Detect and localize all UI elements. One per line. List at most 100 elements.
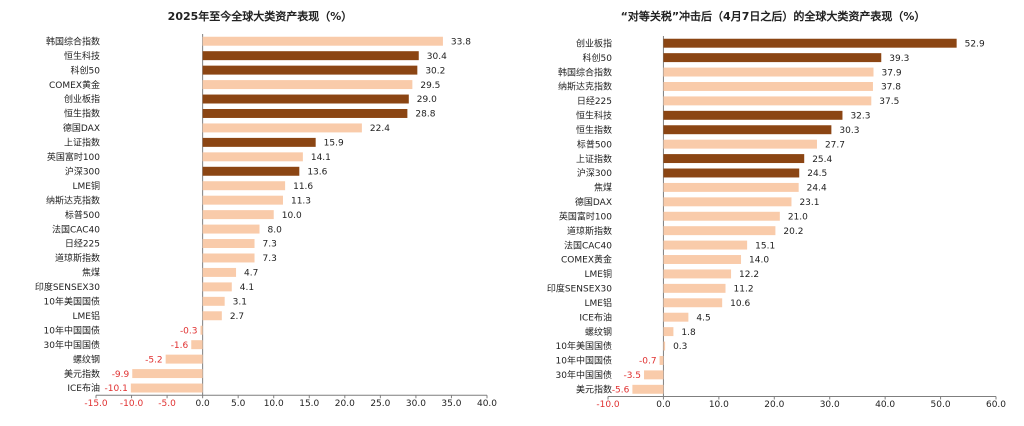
- value-label: 15.1: [755, 241, 775, 251]
- value-label: 4.7: [244, 269, 258, 279]
- value-label: 37.5: [879, 97, 899, 107]
- bar: [663, 226, 776, 236]
- category-label: 德国DAX: [575, 196, 612, 208]
- bar: [663, 53, 882, 63]
- value-label: 27.7: [825, 140, 845, 150]
- x-tick-label: 50.0: [931, 400, 951, 410]
- bar: [663, 96, 872, 106]
- x-tick-label: -5.0: [158, 399, 176, 409]
- bar: [663, 312, 689, 322]
- x-tick-label: 15.0: [299, 399, 319, 409]
- category-label: 韩国综合指数: [558, 66, 612, 78]
- bar: [663, 139, 817, 149]
- bar: [202, 239, 255, 249]
- bar: [663, 168, 800, 178]
- value-label: 7.3: [263, 240, 277, 250]
- x-tick-label: 25.0: [370, 399, 390, 409]
- bar: [202, 123, 362, 133]
- bar: [663, 197, 792, 207]
- category-label: 英国富时100: [559, 210, 612, 222]
- category-label: 美元指数: [576, 383, 612, 395]
- category-label: 创业板指: [576, 37, 612, 49]
- bar: [202, 253, 255, 263]
- category-label: 英国富时100: [47, 151, 100, 163]
- bar: [663, 67, 874, 77]
- category-label: 恒生科技: [64, 50, 100, 62]
- category-label: 道琼斯指数: [55, 252, 100, 264]
- category-label: 印度SENSEX30: [35, 281, 100, 293]
- value-label: -5.6: [612, 385, 630, 395]
- bar: [130, 383, 203, 393]
- category-label: 上证指数: [576, 153, 612, 165]
- value-label: 11.2: [734, 285, 754, 295]
- category-label: 德国DAX: [63, 122, 100, 134]
- category-label: COMEX黄金: [49, 79, 100, 91]
- value-label: -5.2: [145, 355, 163, 365]
- value-label: 4.1: [240, 283, 254, 293]
- value-label: 30.2: [425, 66, 445, 76]
- bar: [663, 182, 799, 192]
- x-tick-label: 30.0: [820, 400, 840, 410]
- chart-2-title: “对等关税”冲击后（4月7日之后）的全球大类资产表现（%）: [621, 9, 926, 23]
- bar: [202, 80, 413, 90]
- value-label: 24.4: [807, 184, 827, 194]
- x-tick-label: 35.0: [441, 399, 461, 409]
- bar: [200, 325, 203, 335]
- x-tick-label: 0.0: [195, 399, 210, 409]
- value-label: 13.6: [307, 167, 327, 177]
- bar: [202, 152, 303, 162]
- bar: [132, 369, 203, 379]
- value-label: 14.1: [311, 153, 331, 163]
- category-label: LME铜: [73, 180, 100, 192]
- bar: [663, 240, 748, 250]
- category-label: 创业板指: [64, 93, 100, 105]
- category-label: 印度SENSEX30: [547, 283, 612, 295]
- value-label: 30.3: [839, 126, 859, 136]
- value-label: 33.8: [451, 37, 471, 47]
- chart-1-title: 2025年至今全球大类资产表现（%）: [168, 9, 353, 23]
- category-label: 沪深300: [577, 167, 612, 179]
- x-tick-label: 40.0: [875, 400, 895, 410]
- value-label: -9.9: [112, 370, 130, 380]
- category-label: 纳斯达克指数: [558, 81, 612, 93]
- value-label: -0.7: [639, 357, 657, 367]
- value-label: 28.8: [415, 110, 435, 120]
- value-label: 1.8: [681, 328, 696, 338]
- bar: [663, 81, 873, 91]
- category-label: 日经225: [577, 95, 612, 107]
- bar: [202, 166, 300, 176]
- value-label: 32.3: [850, 112, 870, 122]
- bar: [191, 340, 203, 350]
- bar: [202, 51, 419, 61]
- value-label: 11.6: [293, 182, 313, 192]
- value-label: 20.2: [783, 227, 803, 237]
- category-label: 美元指数: [64, 368, 100, 380]
- bar: [663, 211, 780, 221]
- value-label: 4.5: [696, 313, 710, 323]
- category-label: 纳斯达克指数: [46, 194, 100, 206]
- bar: [659, 355, 664, 365]
- category-label: 螺纹钢: [585, 326, 612, 338]
- value-label: 11.3: [291, 196, 311, 206]
- category-label: 10年美国国债: [556, 340, 612, 352]
- category-label: 标普500: [577, 138, 612, 150]
- category-label: 焦煤: [82, 267, 100, 279]
- category-label: 科创50: [583, 52, 613, 64]
- bar: [202, 267, 237, 277]
- category-label: 恒生指数: [64, 108, 100, 120]
- x-tick-label: 5.0: [231, 399, 246, 409]
- category-label: 韩国综合指数: [46, 35, 100, 47]
- value-label: 37.9: [882, 68, 902, 78]
- category-label: 沪深300: [65, 165, 100, 177]
- category-label: 标普500: [65, 209, 100, 221]
- x-tick-label: 60.0: [986, 400, 1006, 410]
- bar: [663, 327, 674, 337]
- value-label: 10.6: [730, 299, 750, 309]
- x-tick-label: 10.0: [264, 399, 284, 409]
- value-label: 39.3: [889, 54, 909, 64]
- value-label: 37.8: [881, 83, 901, 93]
- bar: [202, 94, 409, 104]
- chart-1: -15.0 -10.0 -5.0 0.0 5.0 10.0 15.0 20.0 25.0 30.0…: [35, 34, 497, 409]
- category-label: 道琼斯指数: [567, 225, 612, 237]
